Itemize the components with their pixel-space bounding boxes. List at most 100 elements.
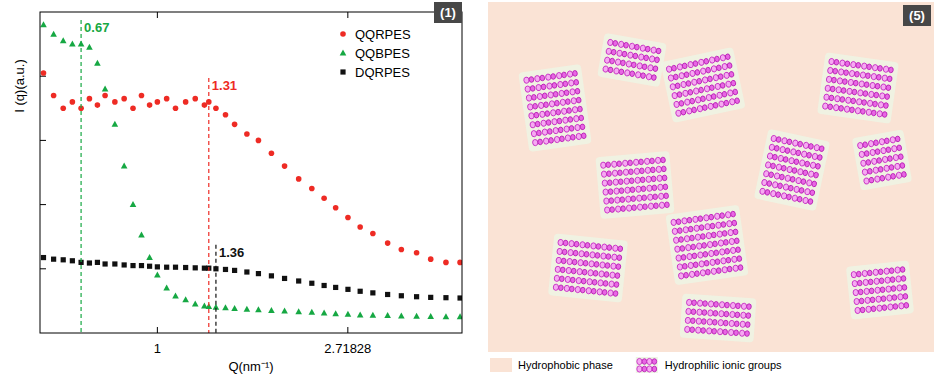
data-point: [163, 284, 170, 290]
ionic-group: [535, 121, 540, 127]
ionic-group: [684, 326, 690, 333]
ionic-group: [862, 169, 868, 176]
ionic-group: [889, 164, 895, 170]
data-point: [282, 276, 287, 281]
data-point: [443, 313, 450, 319]
ionic-group: [901, 171, 907, 177]
ionic-group: [572, 70, 577, 76]
ionic-group: [556, 72, 562, 79]
ionic-group: [614, 282, 619, 288]
ionic-group: [568, 249, 574, 256]
ionic-group: [678, 236, 683, 242]
ionic-group: [608, 290, 614, 297]
ionic-group: [852, 89, 857, 95]
ionic-group: [622, 160, 628, 167]
ionic-group: [694, 225, 700, 232]
ionic-group: [898, 302, 904, 309]
ionic-group: [864, 82, 869, 88]
ionic-group: [890, 277, 895, 283]
ionic-group: [637, 358, 642, 364]
ionic-group: [634, 44, 640, 50]
ionic-group: [887, 155, 893, 161]
ionic-group: [682, 63, 688, 69]
ionic-group: [690, 327, 695, 333]
cluster-halo: [665, 205, 748, 286]
ionic-group: [643, 55, 649, 61]
ionic-group: [824, 94, 830, 101]
ionic-group: [870, 82, 876, 89]
ionic-group: [708, 301, 714, 308]
data-point: [231, 305, 238, 311]
ionic-group: [895, 136, 901, 142]
ionic-group: [545, 74, 551, 81]
ionic-group: [867, 168, 873, 174]
ionic-group: [676, 219, 681, 225]
ionic-group: [562, 249, 567, 255]
ionic-group: [716, 268, 721, 274]
ionic-group: [879, 138, 885, 145]
ionic-group: [548, 137, 553, 143]
ionic-group: [642, 366, 647, 372]
ionic-group: [876, 74, 881, 80]
ionic-group: [739, 330, 745, 337]
ionic-group: [734, 238, 739, 244]
data-point: [443, 295, 448, 300]
x-tick: [347, 327, 348, 333]
ionic-group: [675, 83, 681, 89]
ionic-group: [618, 179, 623, 185]
data-point: [309, 309, 316, 315]
ionic-group: [612, 40, 618, 46]
ionic-cluster: [817, 52, 899, 124]
data-point: [321, 309, 328, 315]
ionic-cluster: [518, 64, 592, 152]
ionic-group: [613, 67, 619, 74]
ionic-group: [573, 250, 578, 256]
data-point: [147, 102, 153, 108]
ionic-group: [688, 89, 694, 95]
ionic-group: [580, 124, 585, 130]
data-point: [332, 310, 339, 316]
data-point: [183, 265, 188, 270]
data-point: [192, 96, 198, 102]
ionic-group: [551, 73, 556, 79]
ionic-group: [607, 39, 613, 46]
diagram-panel: (5): [488, 2, 934, 352]
data-point: [399, 247, 405, 253]
ionic-group: [543, 138, 549, 145]
ionic-group: [859, 298, 864, 304]
data-point: [70, 99, 76, 105]
ionic-group: [718, 73, 724, 79]
ionic-group: [849, 70, 855, 77]
ionic-group: [585, 242, 590, 248]
ionic-group: [730, 302, 736, 309]
ionic-group: [563, 240, 568, 246]
ionic-group: [904, 302, 909, 308]
ionic-group: [674, 246, 680, 253]
ionic-group: [874, 176, 880, 183]
ionic-group: [875, 148, 881, 154]
ionic-group: [733, 265, 739, 272]
data-point: [95, 102, 101, 108]
ionic-group: [538, 102, 544, 109]
ionic-group: [589, 260, 595, 267]
ionic-group: [836, 86, 842, 93]
cluster-halo: [817, 52, 899, 124]
ionic-group: [608, 67, 614, 73]
ionic-group: [679, 100, 685, 106]
data-point: [428, 295, 433, 300]
data-point: [130, 106, 136, 112]
ionic-group: [678, 272, 684, 279]
ionic-group: [726, 257, 731, 263]
ionic-group: [700, 233, 705, 239]
annotations: 0.671.311.36: [84, 20, 244, 260]
ionic-group: [574, 79, 579, 85]
ionic-group: [862, 142, 868, 148]
ionic-group: [701, 328, 706, 334]
data-point: [182, 296, 189, 302]
data-point: [112, 121, 119, 127]
ionic-group: [651, 74, 657, 80]
ionic-group: [672, 228, 678, 235]
ionic-group: [689, 98, 695, 104]
ionic-group: [647, 366, 652, 372]
ionic-group: [886, 147, 892, 153]
